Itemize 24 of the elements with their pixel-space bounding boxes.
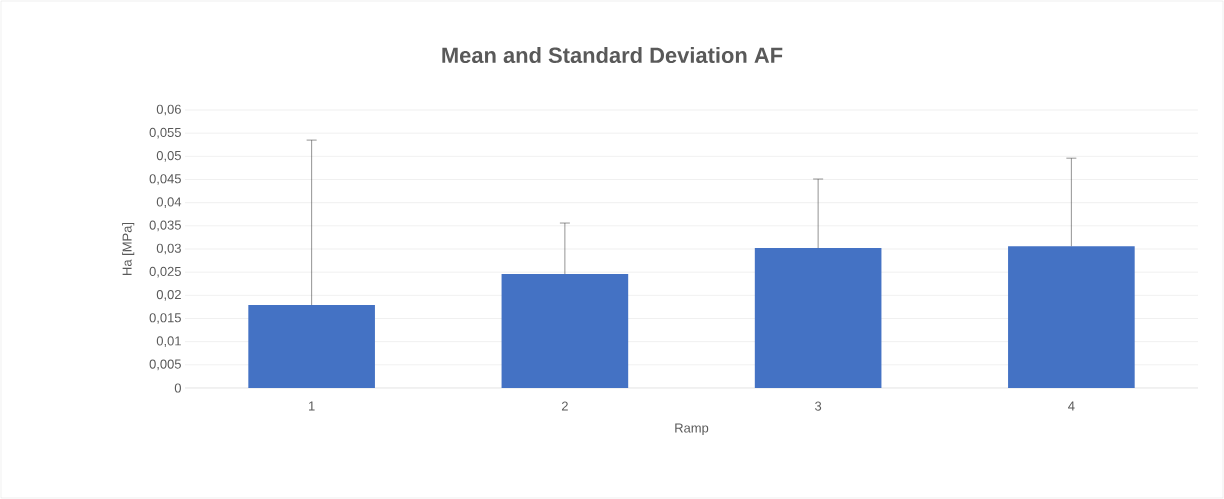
chart-title: Mean and Standard Deviation AF [442,46,783,64]
y-tick-label: 0,045 [149,174,181,185]
y-tick-label: 0,03 [156,243,181,255]
y-tick-label: 0,055 [149,127,181,139]
bar [248,305,375,388]
y-tick-label: 0,025 [149,266,181,278]
y-tick-label: 0 [174,383,181,393]
y-tick-label: 0,04 [156,197,182,209]
x-axis-title: Ramp [675,423,709,436]
y-axis-title: Ha [MPa] [122,222,135,275]
y-tick-label: 0,005 [149,359,181,371]
bar [501,274,629,388]
x-tick-label: 3 [815,401,822,411]
y-tick-label: 0,015 [149,313,181,324]
y-tick-label: 0,02 [156,289,181,301]
y-tick-label: 0,05 [156,150,181,162]
x-tick-label: 2 [561,401,568,411]
x-tick-label: 4 [1068,401,1075,411]
y-tick-label: 0,06 [156,104,181,116]
y-tick-label: 0,01 [156,336,181,347]
y-tick-label: 0,035 [149,220,181,232]
bar [1008,246,1135,388]
bar [754,248,882,388]
x-tick-label: 1 [309,401,315,411]
